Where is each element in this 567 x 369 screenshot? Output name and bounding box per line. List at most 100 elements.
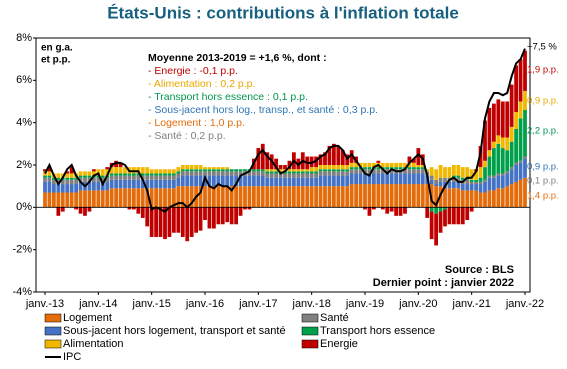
bar-segment — [265, 169, 270, 172]
bar-segment — [47, 177, 52, 182]
bar-segment — [140, 179, 145, 189]
bar-segment — [505, 150, 510, 172]
bar-segment — [367, 173, 372, 185]
bar-segment — [425, 207, 430, 218]
legend-label: Transport hors essence — [320, 325, 435, 337]
bar-segment — [496, 143, 501, 174]
bar-segment — [185, 165, 190, 170]
bar-segment — [145, 188, 150, 208]
bar-segment — [140, 207, 145, 218]
bar-segment — [345, 186, 350, 208]
bar-segment — [429, 175, 434, 180]
bar-segment — [123, 188, 127, 208]
bar-segment — [500, 148, 505, 174]
bar-segment — [443, 177, 447, 182]
bar-segment — [265, 173, 270, 178]
end-label: 2,2 p.p. — [527, 126, 559, 137]
bar-segment — [345, 165, 350, 170]
y-tick-label: 8% — [16, 32, 32, 44]
bar-segment — [136, 167, 141, 174]
bar-segment — [96, 181, 101, 191]
bar-segment — [287, 173, 292, 178]
bar-segment — [452, 177, 456, 182]
bar-segment — [132, 207, 136, 210]
bar-segment — [394, 162, 398, 168]
bar-segment — [398, 167, 403, 170]
bar-segment — [456, 181, 461, 189]
plot-area — [35, 37, 531, 293]
bar-segment — [269, 186, 274, 208]
bar-segment — [274, 186, 278, 208]
bar-segment — [363, 184, 367, 208]
bar-segment — [403, 169, 407, 174]
x-tick-label: janv.-18 — [292, 298, 331, 310]
bar-segment — [260, 171, 265, 176]
bar-segment — [105, 190, 110, 208]
bar-segment — [118, 175, 123, 180]
bar-segment — [336, 145, 341, 165]
bar-segment — [487, 175, 492, 178]
bar-segment — [523, 156, 527, 159]
bar-segment — [305, 169, 310, 172]
bar-segment — [47, 167, 52, 172]
bar-segment — [220, 167, 225, 170]
bar-segment — [140, 167, 145, 174]
bar-segment — [443, 207, 447, 210]
bar-segment — [189, 175, 194, 187]
bar-segment — [176, 173, 181, 178]
bar-segment — [483, 179, 487, 182]
bar-segment — [296, 171, 301, 174]
bar-segment — [176, 171, 181, 174]
bar-segment — [434, 184, 438, 187]
bar-segment — [447, 181, 452, 189]
bar-segment — [252, 171, 256, 176]
bar-segment — [518, 162, 523, 180]
bar-segment — [429, 179, 434, 185]
x-tick-label: janv.-19 — [345, 298, 384, 310]
bar-segment — [136, 179, 141, 189]
bar-segment — [287, 177, 292, 187]
bar-segment — [158, 169, 163, 174]
bar-segment — [394, 167, 398, 170]
bar-segment — [158, 175, 163, 180]
bar-segment — [234, 169, 238, 172]
bar-segment — [229, 175, 234, 187]
end-label: 0,9 p.p. — [527, 96, 559, 107]
bar-segment — [132, 167, 136, 174]
bar-segment — [47, 192, 52, 208]
bar-segment — [492, 148, 496, 176]
bar-segment — [83, 171, 87, 176]
bar-segment — [203, 167, 207, 170]
bar-segment — [283, 186, 287, 208]
bar-segment — [509, 184, 514, 208]
bar-segment — [469, 190, 474, 208]
bar-segment — [78, 190, 83, 208]
bar-segment — [380, 162, 385, 168]
bar-segment — [407, 173, 412, 185]
bar-segment — [518, 160, 523, 163]
bar-segment — [363, 162, 367, 168]
bar-segment — [43, 169, 47, 172]
bar-segment — [167, 188, 172, 208]
bar-segment — [367, 184, 372, 208]
bar-segment — [509, 167, 514, 170]
bar-segment — [109, 179, 114, 189]
end-label: 1,9 p.p. — [527, 65, 559, 76]
bar-segment — [283, 165, 287, 170]
bar-segment — [43, 181, 47, 193]
bar-segment — [163, 173, 167, 176]
end-label: 0,9 p.p. — [527, 162, 559, 173]
bar-segment — [336, 171, 341, 176]
bar-segment — [305, 173, 310, 178]
bar-segment — [234, 175, 238, 187]
bar-segment — [300, 173, 305, 178]
bar-segment — [434, 207, 438, 214]
bar-segment — [305, 186, 310, 208]
bar-segment — [376, 184, 381, 208]
bar-segment — [407, 167, 412, 170]
bar-segment — [114, 173, 118, 176]
bar-segment — [514, 165, 518, 182]
bar-segment — [496, 135, 501, 144]
bar-segment — [256, 171, 261, 176]
x-tick-label: janv.-15 — [132, 298, 171, 310]
